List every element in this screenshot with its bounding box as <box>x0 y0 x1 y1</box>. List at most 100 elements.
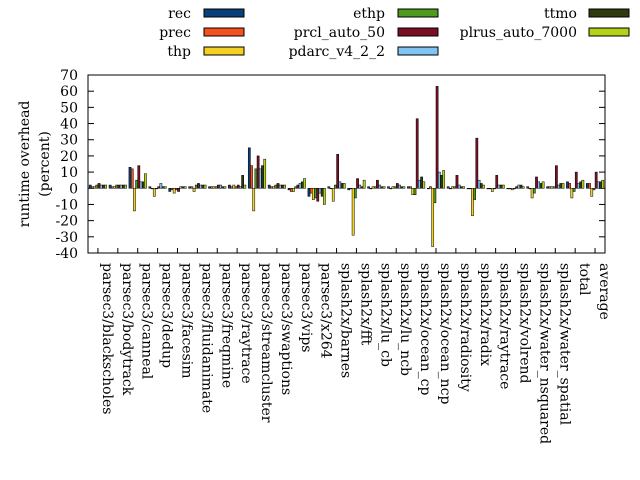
x-tick-label: splash2x/water_nsquared <box>536 263 552 444</box>
x-tick-label: parsec3/blackscholes <box>99 263 115 414</box>
bar-plrus-auto-7000 <box>442 170 446 189</box>
bar-prec <box>468 188 472 190</box>
bar-thp <box>451 186 454 189</box>
bar-ttmo <box>241 175 244 189</box>
bar-ttmo <box>519 184 523 189</box>
bar-pdarc-v4-2-2 <box>457 184 461 189</box>
bar-prcl-auto-50 <box>137 165 141 189</box>
bar-rec <box>506 188 510 190</box>
bar-plrus-auto-7000 <box>223 186 227 189</box>
bar-thp <box>93 186 96 189</box>
bar-plrus-auto-7000 <box>402 186 406 189</box>
bar-prec <box>409 186 412 189</box>
bar-prcl-auto-50 <box>336 154 340 189</box>
bar-pdarc-v4-2-2 <box>258 168 262 189</box>
legend-label-thp: thp <box>167 44 191 60</box>
bar-prec <box>210 186 214 189</box>
legend-label-prcl-auto-50: prcl_auto_50 <box>294 25 385 41</box>
x-tick-label: parsec3/facesim <box>178 263 194 379</box>
bar-plrus-auto-7000 <box>144 173 147 189</box>
bar-rec <box>566 181 569 189</box>
y-axis-label-line2: (percent) <box>37 131 53 197</box>
bar-rec <box>426 188 430 190</box>
bar-ttmo <box>599 181 602 189</box>
bar-plrus-auto-7000 <box>303 178 306 189</box>
x-tick-label: splash2x/barnes <box>338 263 354 378</box>
bar-ttmo <box>400 186 404 189</box>
bar-rec <box>108 184 112 189</box>
bar-thp <box>570 188 574 199</box>
bar-thp <box>431 188 435 247</box>
bar-ethp <box>433 188 437 204</box>
bar-ttmo <box>102 184 105 189</box>
bar-thp <box>391 186 395 189</box>
bar-prcl-auto-50 <box>256 155 260 189</box>
bar-plrus-auto-7000 <box>521 186 525 189</box>
bar-ttmo <box>121 184 125 189</box>
bar-rec <box>407 186 410 189</box>
bar-ethp <box>95 184 99 189</box>
bar-pdarc-v4-2-2 <box>577 183 580 189</box>
bar-prcl-auto-50 <box>574 171 578 189</box>
bar-ttmo <box>440 175 443 189</box>
bar-prec <box>548 186 552 189</box>
bar-prcl-auto-50 <box>197 183 200 189</box>
bar-pdarc-v4-2-2 <box>338 181 342 189</box>
bar-prcl-auto-50 <box>555 165 558 189</box>
bar-ethp <box>234 186 238 189</box>
bar-prcl-auto-50 <box>276 183 280 189</box>
bar-prcl-auto-50 <box>515 186 518 189</box>
bar-rec <box>267 184 271 189</box>
bar-rec <box>168 188 172 192</box>
y-tick-label: 40 <box>60 117 78 133</box>
bar-prec <box>110 186 114 189</box>
x-tick-label: parsec3/raytrace <box>238 263 254 384</box>
bar-ttmo <box>499 184 503 189</box>
legend-swatch-ttmo <box>588 8 630 18</box>
bar-thp <box>550 186 554 189</box>
bar-prec <box>568 183 572 189</box>
bar-prcl-auto-50 <box>475 137 479 189</box>
bar-ethp <box>552 186 556 189</box>
bar-prec <box>91 186 94 189</box>
bar-thp <box>152 188 156 197</box>
x-tick-label: splash2x/ocean_cp <box>417 263 433 395</box>
bar-prec <box>190 186 194 189</box>
bar-prcl-auto-50 <box>535 176 538 189</box>
bar-ttmo <box>161 186 165 189</box>
x-tick-label: splash2x/radiosity <box>457 263 473 392</box>
bar-pdarc-v4-2-2 <box>477 179 481 189</box>
bar-plrus-auto-7000 <box>104 184 107 189</box>
bar-thp <box>192 188 196 192</box>
bar-rec <box>228 184 231 189</box>
bar-ttmo <box>300 181 304 189</box>
x-tick-label: parsec3/canneal <box>139 263 155 380</box>
bar-thp <box>331 188 335 202</box>
bar-plrus-auto-7000 <box>561 183 565 189</box>
bar-pdarc-v4-2-2 <box>318 188 322 194</box>
bar-plrus-auto-7000 <box>342 183 346 189</box>
bar-thp <box>590 188 594 197</box>
bar-prcl-auto-50 <box>217 184 220 189</box>
bar-pdarc-v4-2-2 <box>358 184 362 189</box>
bar-rec <box>287 188 291 191</box>
bar-ethp <box>274 184 278 189</box>
y-tick-label: 0 <box>69 181 78 197</box>
x-tick-label: total <box>576 263 592 296</box>
bar-prcl-auto-50 <box>177 188 180 192</box>
bar-prcl-auto-50 <box>117 184 121 189</box>
bar-plrus-auto-7000 <box>243 184 247 189</box>
bar-thp <box>252 188 256 212</box>
bar-ethp <box>513 188 516 190</box>
legend-swatch-thp <box>203 46 245 56</box>
bar-thp <box>232 184 236 189</box>
bar-ethp <box>214 186 218 189</box>
x-tick-label: splash2x/lu_ncb <box>397 263 413 376</box>
bar-plrus-auto-7000 <box>362 179 366 189</box>
bars <box>88 86 605 247</box>
bar-prcl-auto-50 <box>296 184 300 189</box>
bar-pdarc-v4-2-2 <box>537 181 541 189</box>
bar-ttmo <box>579 181 583 189</box>
legend-label-pdarc-v4-2-2: pdarc_v4_2_2 <box>289 44 385 60</box>
x-tick-label: parsec3/swaptions <box>278 263 294 395</box>
